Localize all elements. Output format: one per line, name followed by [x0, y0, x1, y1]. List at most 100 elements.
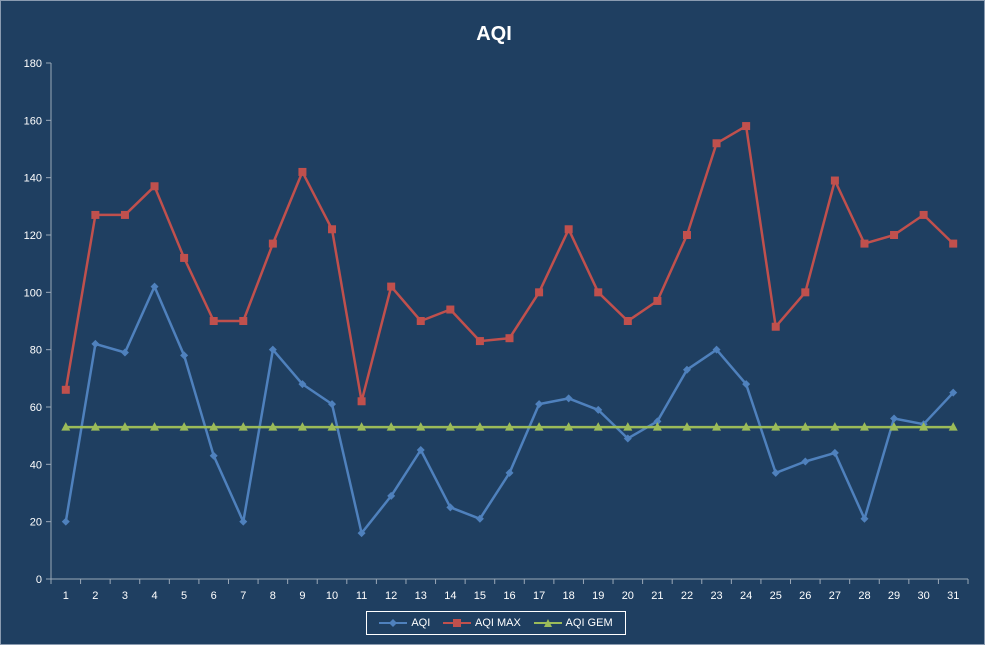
data-point-aqi	[475, 514, 484, 523]
x-tick-label: 20	[622, 590, 634, 602]
data-point-aqi-gem	[90, 422, 100, 431]
x-tick-label: 26	[799, 590, 811, 602]
data-point-aqi-gem	[445, 422, 455, 431]
data-point-aqi-max	[328, 225, 337, 234]
data-point-aqi-gem	[919, 422, 929, 431]
data-point-aqi	[298, 380, 307, 389]
data-point-aqi-gem	[652, 422, 662, 431]
x-tick-label: 11	[356, 590, 367, 602]
x-tick-label: 17	[533, 590, 545, 602]
data-point-aqi-max	[801, 288, 810, 297]
data-point-aqi	[387, 491, 396, 500]
x-tick-label: 25	[770, 590, 782, 602]
x-tick-label: 6	[211, 590, 217, 602]
legend-swatch-aqi	[379, 619, 408, 627]
data-point-aqi	[268, 345, 277, 354]
data-point-aqi-max	[446, 305, 455, 314]
y-tick-label: 120	[24, 230, 42, 242]
data-point-aqi-gem	[623, 422, 633, 431]
x-tick-label: 22	[681, 590, 693, 602]
data-point-aqi	[150, 282, 159, 291]
data-point-aqi-max	[771, 322, 780, 331]
data-point-aqi-gem	[800, 422, 810, 431]
x-tick-label: 9	[299, 590, 305, 602]
legend-swatch-aqi-gem	[533, 619, 562, 627]
x-tick-label: 28	[858, 590, 870, 602]
data-point-aqi-gem	[859, 422, 869, 431]
data-point-aqi-gem	[238, 422, 248, 431]
data-point-aqi-max	[180, 253, 189, 262]
x-tick-label: 8	[270, 590, 276, 602]
data-point-aqi	[771, 468, 780, 477]
legend-label-aqi-gem: AQI GEM	[565, 617, 613, 629]
data-point-aqi-max	[594, 288, 603, 297]
data-point-aqi-gem	[416, 422, 426, 431]
legend-swatch-aqi-max	[443, 619, 471, 627]
x-tick-label: 16	[503, 590, 515, 602]
data-point-aqi	[239, 517, 248, 526]
legend-marker-aqi-max	[453, 619, 461, 627]
data-point-aqi-gem	[179, 422, 189, 431]
data-point-aqi-gem	[297, 422, 307, 431]
data-point-aqi	[446, 503, 455, 512]
x-tick-label: 4	[151, 590, 157, 602]
data-point-aqi	[860, 514, 869, 523]
data-point-aqi-max	[298, 167, 307, 176]
x-tick-label: 31	[947, 590, 959, 602]
data-point-aqi	[209, 451, 218, 460]
legend-marker-aqi-gem	[543, 619, 552, 627]
x-tick-label: 18	[563, 590, 575, 602]
legend-item-aqi: AQI	[379, 617, 430, 629]
x-tick-label: 5	[181, 590, 187, 602]
data-point-aqi	[890, 414, 899, 423]
y-tick-label: 40	[30, 459, 42, 471]
data-point-aqi-max	[742, 122, 751, 131]
data-point-aqi-gem	[475, 422, 485, 431]
data-point-aqi	[594, 405, 603, 414]
data-point-aqi-max	[416, 317, 425, 325]
data-point-aqi-max	[712, 139, 721, 148]
data-point-aqi-gem	[741, 422, 751, 431]
data-point-aqi-gem	[593, 422, 603, 431]
y-tick-label: 20	[30, 517, 42, 529]
y-tick-label: 0	[36, 574, 42, 586]
data-point-aqi-gem	[357, 422, 367, 431]
y-tick-label: 180	[24, 58, 42, 70]
data-point-aqi	[357, 529, 366, 538]
data-point-aqi	[682, 365, 691, 374]
data-point-aqi-gem	[712, 422, 722, 431]
data-point-aqi-gem	[948, 422, 958, 431]
data-point-aqi-gem	[150, 422, 160, 431]
data-point-aqi-max	[475, 337, 484, 346]
legend-item-aqi-max: AQI MAX	[443, 617, 521, 629]
data-point-aqi-max	[357, 397, 366, 406]
data-point-aqi-gem	[682, 422, 692, 431]
data-point-aqi-gem	[327, 422, 337, 431]
data-point-aqi-gem	[564, 422, 574, 431]
data-point-aqi-max	[890, 231, 899, 239]
legend: AQI AQI MAX AQI GEM	[366, 611, 626, 635]
x-tick-label: 23	[710, 590, 722, 602]
data-point-aqi	[120, 348, 129, 357]
data-point-aqi-max	[120, 210, 129, 219]
data-point-aqi-max	[239, 317, 248, 325]
data-point-aqi-gem	[771, 422, 781, 431]
data-point-aqi-max	[564, 225, 573, 234]
legend-label-aqi-max: AQI MAX	[475, 617, 521, 629]
series-line-aqi	[64, 285, 955, 535]
data-point-aqi	[328, 400, 337, 409]
series-layer	[61, 122, 958, 538]
chart-title: AQI	[476, 23, 512, 45]
series-aqi	[61, 282, 958, 538]
data-point-aqi-max	[860, 239, 869, 248]
data-point-aqi-gem	[61, 422, 71, 431]
data-point-aqi-max	[830, 176, 839, 185]
data-point-aqi	[830, 448, 839, 457]
data-point-aqi-max	[949, 239, 958, 248]
data-point-aqi-max	[268, 239, 277, 248]
x-tick-label: 1	[63, 590, 69, 602]
data-point-aqi	[535, 400, 544, 409]
x-tick-label: 24	[740, 590, 752, 602]
